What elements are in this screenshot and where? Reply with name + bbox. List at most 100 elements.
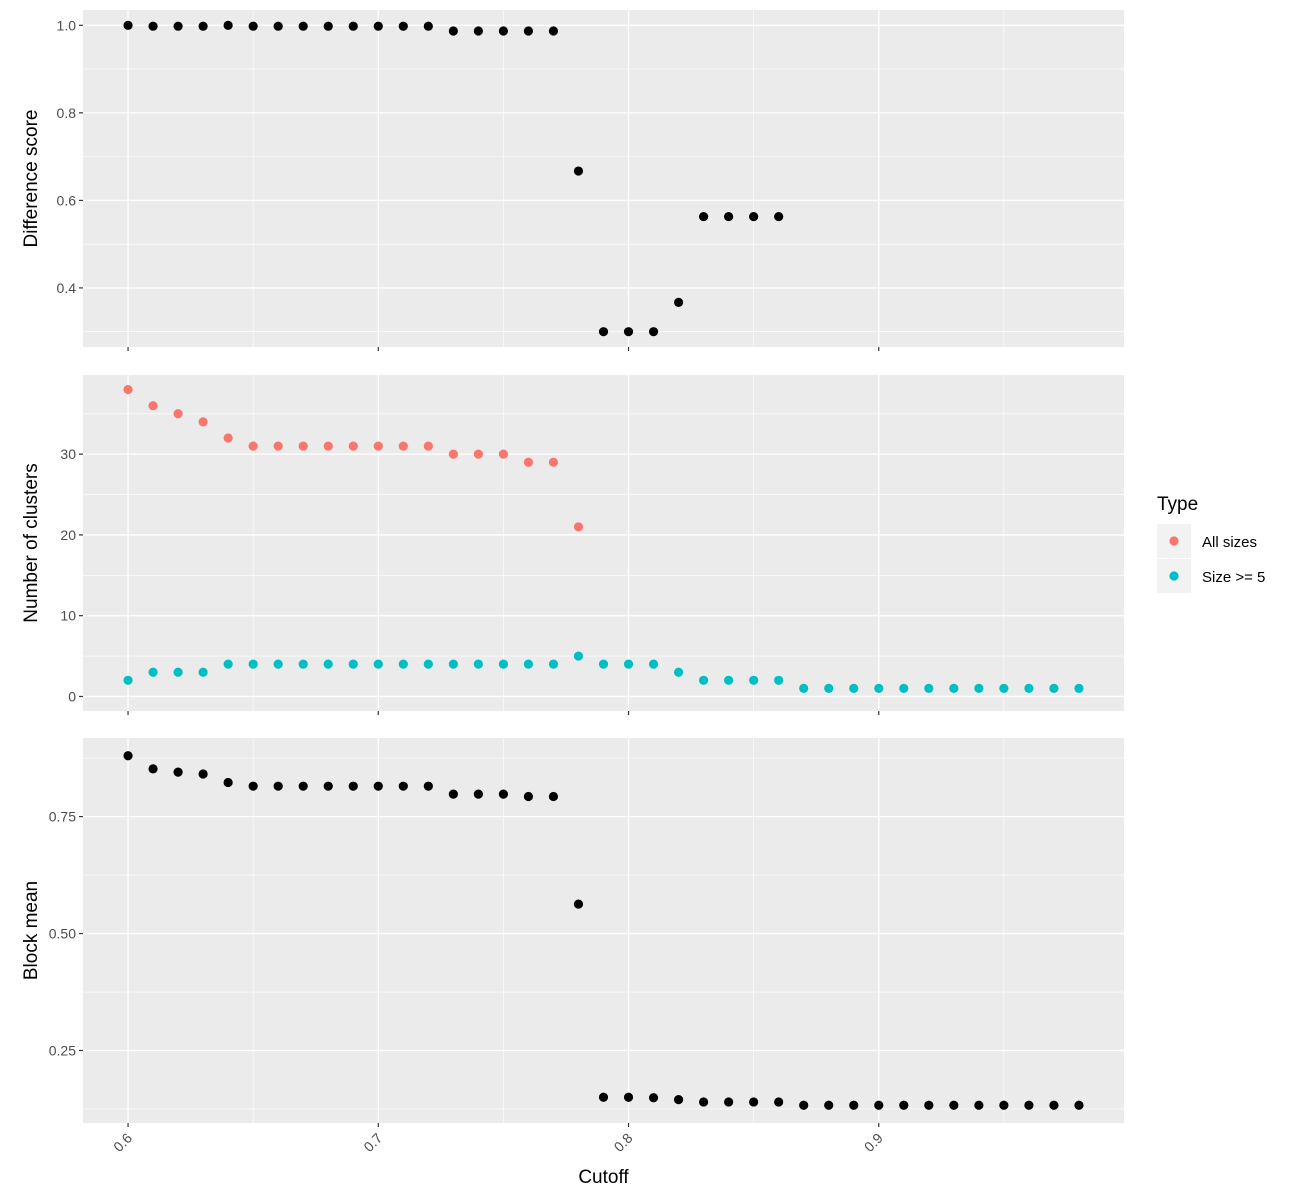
data-point	[874, 683, 884, 693]
data-point	[348, 21, 358, 31]
y-tick-label: 0.6	[57, 192, 77, 208]
legend-point-size-ge-5	[1169, 571, 1179, 581]
data-point	[648, 659, 659, 669]
data-point	[223, 659, 233, 669]
data-point	[473, 26, 483, 36]
data-point	[749, 211, 759, 222]
data-point	[498, 789, 509, 799]
data-point	[548, 26, 559, 36]
data-point	[398, 781, 408, 791]
y-tick-label: 30	[60, 446, 76, 462]
data-point	[173, 21, 183, 31]
data-point	[323, 21, 333, 31]
panels-layer: 0.4 0.6 0.8 1.0 Difference score 0 10 20 30 Numbe…	[21, 10, 1124, 1155]
data-point	[749, 1097, 759, 1107]
panel-clusters: 0 10 20 30 Number of clusters	[21, 375, 1124, 715]
data-point	[423, 659, 433, 669]
data-point	[824, 683, 834, 693]
data-point	[749, 675, 759, 685]
data-point	[423, 21, 433, 31]
y-tick-label: 0	[68, 688, 76, 704]
data-point	[423, 781, 433, 791]
data-point	[648, 1093, 659, 1103]
data-point	[398, 441, 408, 451]
data-point	[548, 457, 559, 467]
data-point	[298, 21, 308, 31]
data-point	[398, 659, 408, 669]
data-point	[373, 21, 383, 31]
data-point	[198, 769, 208, 779]
data-point	[273, 781, 283, 791]
data-point	[623, 659, 634, 669]
data-point	[949, 683, 959, 693]
x-axis-title: Cutoff	[578, 1167, 629, 1188]
data-point	[498, 26, 509, 36]
data-point	[323, 659, 333, 669]
data-point	[373, 781, 383, 791]
data-point	[698, 675, 709, 685]
data-point	[673, 667, 684, 677]
data-point	[623, 327, 634, 337]
data-point	[523, 791, 534, 802]
data-point	[573, 166, 584, 176]
data-point	[548, 659, 559, 669]
data-point	[148, 401, 158, 411]
data-point	[974, 683, 984, 693]
y-axis-title-clusters: Number of clusters	[21, 463, 42, 622]
y-tick-label: 0.50	[49, 926, 76, 942]
data-point	[874, 1100, 884, 1110]
data-point	[148, 21, 158, 31]
data-point	[198, 417, 208, 427]
data-point	[949, 1100, 959, 1110]
data-point	[698, 1097, 709, 1107]
data-point	[799, 1100, 809, 1110]
data-point	[123, 675, 133, 685]
y-tick-label: 1.0	[57, 17, 77, 33]
data-point	[924, 683, 934, 693]
legend-title: Type	[1157, 494, 1198, 515]
data-point	[1074, 1100, 1084, 1110]
data-point	[573, 899, 584, 909]
data-point	[523, 659, 534, 669]
data-point	[348, 441, 358, 451]
data-point	[724, 1097, 734, 1107]
data-point	[173, 409, 183, 419]
legend-label-size-ge-5: Size >= 5	[1202, 569, 1265, 586]
data-point	[899, 683, 909, 693]
data-point	[298, 781, 308, 791]
data-point	[1074, 683, 1084, 693]
data-point	[623, 1092, 634, 1102]
data-point	[573, 522, 584, 532]
data-point	[673, 1095, 684, 1105]
data-point	[849, 683, 859, 693]
data-point	[373, 659, 383, 669]
data-point	[974, 1100, 984, 1110]
data-point	[148, 764, 158, 774]
data-point	[724, 211, 734, 222]
data-point	[598, 1092, 609, 1102]
data-point	[724, 675, 734, 685]
legend-label-all-sizes: All sizes	[1202, 534, 1257, 551]
data-point	[173, 667, 183, 677]
data-point	[799, 683, 809, 693]
data-point	[448, 449, 458, 459]
data-point	[123, 751, 133, 761]
data-point	[273, 21, 283, 31]
data-point	[223, 20, 233, 30]
data-point	[548, 791, 559, 802]
data-point	[473, 449, 483, 459]
data-point	[473, 659, 483, 669]
panel-background	[83, 10, 1124, 347]
data-point	[348, 781, 358, 791]
data-point	[1049, 683, 1059, 693]
data-point	[774, 675, 784, 685]
data-point	[498, 449, 509, 459]
data-point	[373, 441, 383, 451]
y-tick-label: 0.8	[57, 105, 77, 121]
y-tick-label: 10	[60, 608, 76, 624]
data-point	[123, 20, 133, 30]
data-point	[223, 777, 233, 788]
data-point	[323, 441, 333, 451]
data-point	[448, 789, 458, 799]
